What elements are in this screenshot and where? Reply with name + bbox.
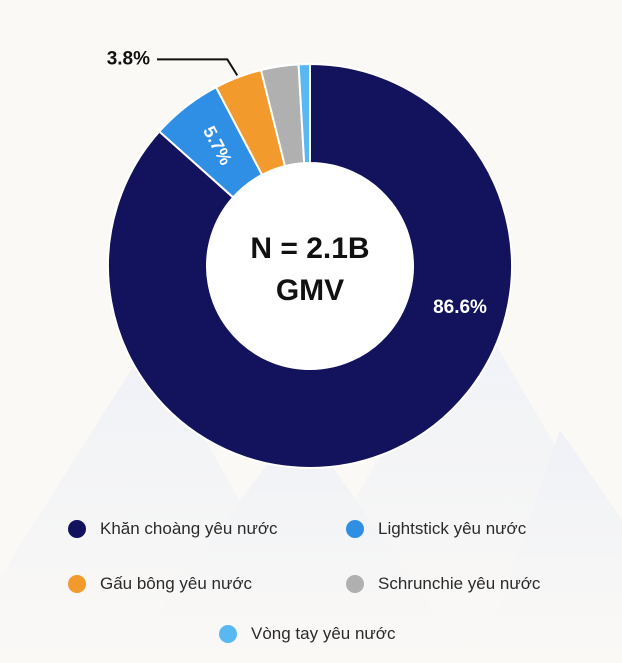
legend-item-khan-choang: Khăn choàng yêu nước <box>68 519 278 539</box>
legend-swatch-gau-bong <box>68 575 86 593</box>
legend-label-schrunchie: Schrunchie yêu nước <box>378 574 541 593</box>
legend-item-gau-bong: Gấu bông yêu nước <box>68 574 252 594</box>
legend-item-vong-tay: Vòng tay yêu nước <box>219 624 395 644</box>
legend-label-khan-choang: Khăn choàng yêu nước <box>100 519 278 538</box>
legend-item-lightstick: Lightstick yêu nước <box>346 519 526 539</box>
legend-swatch-vong-tay <box>219 625 237 643</box>
data-label-khan-choang: 86.6% <box>433 297 487 318</box>
center-label-line-1: N = 2.1B <box>250 232 369 265</box>
legend-swatch-lightstick <box>346 520 364 538</box>
data-label-gau-bong: 3.8% <box>107 48 150 69</box>
center-label-line-2: GMV <box>276 274 344 307</box>
donut-hole <box>207 163 413 369</box>
legend-label-vong-tay: Vòng tay yêu nước <box>251 624 396 643</box>
legend-label-lightstick: Lightstick yêu nước <box>378 519 527 538</box>
legend: Khăn choàng yêu nước Lightstick yêu nước… <box>0 500 622 663</box>
legend-label-gau-bong: Gấu bông yêu nước <box>100 574 253 593</box>
legend-item-schrunchie: Schrunchie yêu nước <box>346 574 540 594</box>
legend-swatch-khan-choang <box>68 520 86 538</box>
leader-line-gau-bong <box>157 58 239 76</box>
legend-swatch-schrunchie <box>346 575 364 593</box>
